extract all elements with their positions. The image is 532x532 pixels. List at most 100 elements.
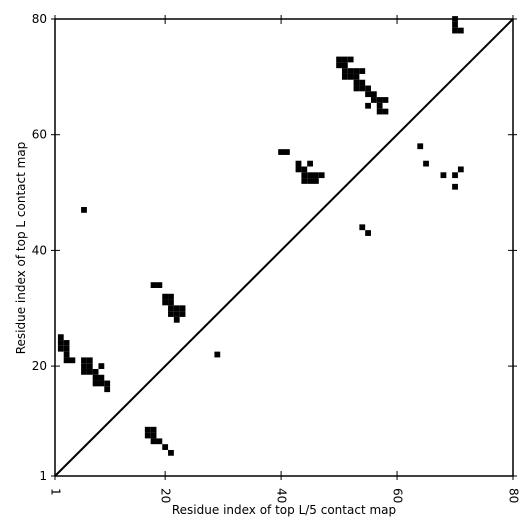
contact-point: [104, 380, 111, 387]
x-tick-label: 20: [159, 488, 173, 503]
axis-ticks: 1 20 40 60 80 1 20 40 60 80: [32, 12, 521, 503]
contact-point: [168, 299, 174, 306]
contact-point: [86, 357, 93, 364]
contact-point: [365, 102, 371, 109]
contact-point: [144, 426, 151, 433]
contact-point: [284, 149, 290, 155]
contact-point: [370, 97, 377, 103]
y-tick-label: 20: [32, 359, 47, 373]
contact-point: [312, 178, 319, 184]
contact-point: [57, 345, 64, 352]
contact-point: [173, 316, 180, 323]
contact-point: [156, 282, 163, 288]
contact-point: [179, 305, 186, 312]
contact-point: [150, 432, 157, 439]
contact-point: [301, 178, 308, 184]
contact-point: [295, 160, 302, 167]
contact-point: [150, 438, 157, 445]
contact-point: [376, 97, 383, 103]
contact-point: [168, 311, 174, 317]
contact-point: [336, 62, 342, 69]
contact-point: [417, 143, 424, 150]
contact-point: [92, 368, 99, 375]
contact-point: [347, 68, 354, 74]
contact-point: [307, 172, 313, 179]
contact-point: [98, 363, 105, 369]
contact-point: [353, 73, 360, 80]
contact-point: [63, 357, 70, 364]
contact-point: [336, 56, 342, 63]
contact-point: [341, 56, 348, 63]
contact-point: [301, 172, 308, 179]
contact-point: [57, 334, 64, 341]
contact-point: [341, 68, 348, 74]
contact-point: [81, 363, 87, 369]
contact-point: [278, 149, 284, 155]
contact-point: [382, 108, 389, 115]
x-axis-label: Residue index of top L/5 contact map: [172, 503, 396, 517]
contact-point: [295, 166, 302, 173]
contact-point: [452, 172, 458, 179]
contact-point: [168, 449, 174, 456]
contact-point: [98, 374, 105, 381]
plot-frame: [54, 18, 514, 477]
contact-point: [57, 340, 64, 346]
x-tick-label: 60: [391, 488, 405, 503]
contact-point: [150, 426, 157, 433]
contact-point: [81, 357, 87, 364]
contact-point: [318, 172, 325, 179]
contact-point: [173, 305, 180, 312]
contact-point: [214, 351, 221, 358]
contact-point: [301, 166, 308, 173]
contact-point: [312, 172, 319, 179]
contact-point: [382, 97, 389, 103]
contact-point: [92, 380, 99, 387]
y-axis-label: Residue index of top L contact map: [14, 142, 28, 355]
contact-point: [69, 357, 76, 364]
contact-point: [365, 91, 371, 98]
contact-point: [353, 68, 360, 74]
contact-point: [423, 160, 429, 167]
contact-point: [353, 79, 360, 86]
contact-point: [341, 62, 348, 69]
x-tick-label: 80: [507, 488, 521, 503]
contact-point: [168, 305, 174, 312]
contact-point: [63, 351, 70, 358]
contact-point: [341, 73, 348, 80]
contact-point: [173, 311, 180, 317]
diagonal-line: [54, 18, 514, 477]
contact-point: [307, 160, 313, 167]
contact-point: [359, 79, 366, 86]
contact-point: [86, 368, 93, 375]
y-tick-label: 1: [39, 469, 47, 483]
contact-point: [359, 85, 366, 92]
contact-point: [104, 386, 111, 393]
y-tick-label: 60: [32, 128, 47, 142]
contact-point: [81, 207, 87, 213]
contact-point: [92, 374, 99, 381]
contact-point: [179, 311, 186, 317]
x-tick-label: 40: [275, 488, 289, 503]
contact-point: [457, 27, 464, 34]
contact-points: [57, 16, 464, 456]
x-tick-label: 1: [49, 488, 63, 496]
contact-point: [370, 91, 377, 98]
contact-point: [98, 380, 105, 387]
contact-point: [162, 293, 169, 300]
contact-point: [150, 282, 157, 288]
contact-point: [452, 27, 458, 34]
contact-point: [156, 438, 163, 445]
contact-point: [63, 345, 70, 352]
contact-point: [452, 183, 458, 190]
contact-point: [359, 68, 366, 74]
contact-point: [359, 224, 366, 231]
contact-point: [457, 166, 464, 173]
contact-point: [86, 363, 93, 369]
y-tick-label: 40: [32, 243, 47, 257]
contact-point: [307, 178, 313, 184]
contact-point: [162, 299, 169, 306]
contact-point: [353, 85, 360, 92]
contact-point: [440, 172, 447, 179]
contact-point: [168, 293, 174, 300]
